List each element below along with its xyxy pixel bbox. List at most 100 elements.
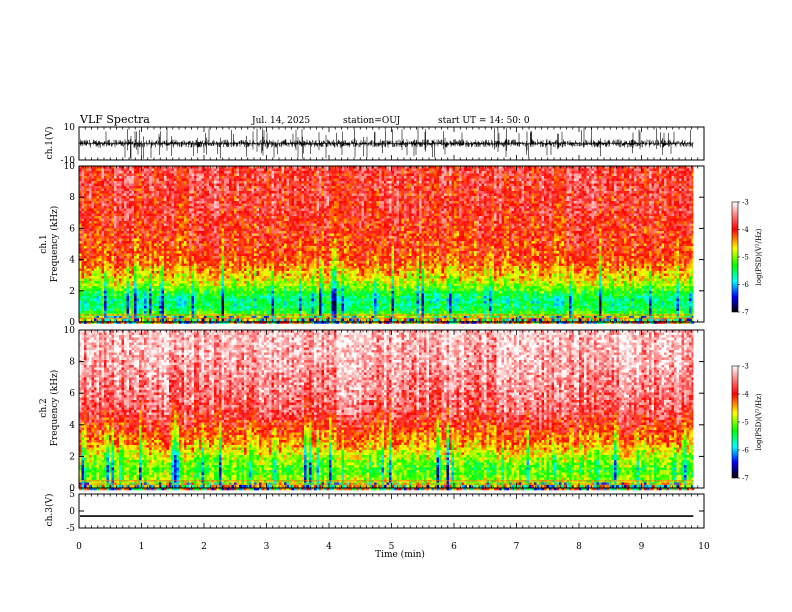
spectrogram-cell bbox=[194, 179, 197, 182]
spectrogram-cell bbox=[184, 236, 187, 239]
spectrogram-cell bbox=[174, 319, 177, 322]
spectrogram-cell bbox=[129, 179, 132, 182]
spectrogram-cell bbox=[87, 226, 90, 229]
spectrogram-cell bbox=[109, 196, 112, 199]
spectrogram-cell bbox=[162, 304, 165, 307]
spectrogram-cell bbox=[94, 231, 97, 234]
spectrogram-cell bbox=[99, 204, 102, 207]
spectrogram-cell bbox=[119, 269, 122, 272]
spectrogram-cell bbox=[154, 206, 157, 209]
spectrogram-cell bbox=[137, 246, 140, 249]
spectrogram-cell bbox=[102, 184, 105, 187]
spectrogram-cell bbox=[189, 224, 192, 227]
spectrogram-cell bbox=[164, 186, 167, 189]
spectrogram-cell bbox=[159, 199, 162, 202]
spectrogram-cell bbox=[202, 209, 205, 212]
spectrogram-cell bbox=[122, 296, 125, 299]
spectrogram-cell bbox=[194, 296, 197, 299]
spectrogram-cell bbox=[134, 199, 137, 202]
spectrogram-cell bbox=[157, 234, 160, 237]
spectrogram-cell bbox=[192, 239, 195, 242]
spectrogram-cell bbox=[82, 296, 85, 299]
spectrogram-cell bbox=[169, 281, 172, 284]
spectrogram-cell bbox=[127, 236, 130, 239]
spectrogram-cell bbox=[184, 239, 187, 242]
spectrogram-cell bbox=[184, 229, 187, 232]
spectrogram-cell bbox=[202, 229, 205, 232]
spectrogram-cell bbox=[199, 264, 202, 267]
spectrogram-cell bbox=[154, 311, 157, 314]
spectrogram-cell bbox=[182, 199, 185, 202]
spectrogram-cell bbox=[164, 189, 167, 192]
spectrogram-cell bbox=[159, 214, 162, 217]
spectrogram-cell bbox=[142, 294, 145, 297]
spectrogram-cell bbox=[114, 191, 117, 194]
spectrogram-cell bbox=[159, 304, 162, 307]
spectrogram-cell bbox=[179, 259, 182, 262]
spectrogram-cell bbox=[129, 301, 132, 304]
spectrogram-cell bbox=[204, 219, 207, 222]
spectrogram-cell bbox=[157, 284, 160, 287]
spectrogram-cell bbox=[104, 301, 107, 304]
spectrogram-cell bbox=[167, 259, 170, 262]
spectrogram-cell bbox=[104, 204, 107, 207]
spectrogram-cell bbox=[102, 231, 105, 234]
spectrogram-cell bbox=[159, 281, 162, 284]
spectrogram-cell bbox=[184, 264, 187, 267]
spectrogram-cell bbox=[107, 286, 110, 289]
spectrogram-cell bbox=[157, 301, 160, 304]
spectrogram-cell bbox=[204, 229, 207, 232]
spectrogram-cell bbox=[119, 309, 122, 312]
spectrogram-cell bbox=[202, 224, 205, 227]
spectrogram-cell bbox=[97, 299, 100, 302]
spectrogram-cell bbox=[117, 276, 120, 279]
spectrogram-cell bbox=[104, 239, 107, 242]
spectrogram-cell bbox=[112, 306, 115, 309]
spectrogram-cell bbox=[159, 289, 162, 292]
spectrogram-cell bbox=[112, 179, 115, 182]
spectrogram-cell bbox=[177, 291, 180, 294]
spectrogram-cell bbox=[184, 214, 187, 217]
spectrogram-cell bbox=[167, 309, 170, 312]
spectrogram-cell bbox=[119, 211, 122, 214]
spectrogram-cell bbox=[109, 301, 112, 304]
spectrogram-cell bbox=[152, 266, 155, 269]
spectrogram-cell bbox=[104, 269, 107, 272]
spectrogram-cell bbox=[152, 294, 155, 297]
spectrogram-cell bbox=[154, 199, 157, 202]
spectrogram-cell bbox=[109, 231, 112, 234]
spectrogram-cell bbox=[192, 226, 195, 229]
spectrogram-cell bbox=[152, 201, 155, 204]
spectrogram-cell bbox=[154, 181, 157, 184]
spectrogram-cell bbox=[142, 194, 145, 197]
spectrogram-cell bbox=[199, 169, 202, 172]
spectrogram-cell bbox=[164, 306, 167, 309]
spectrogram-cell bbox=[172, 189, 175, 192]
spectrogram-cell bbox=[97, 191, 100, 194]
spectrogram-cell bbox=[172, 306, 175, 309]
spectrogram-cell bbox=[117, 169, 120, 172]
spectrogram-cell bbox=[109, 226, 112, 229]
spectrogram-cell bbox=[162, 279, 165, 282]
spectrogram-cell bbox=[147, 294, 150, 297]
spectrogram-cell bbox=[134, 241, 137, 244]
spectrogram-cell bbox=[117, 214, 120, 217]
spectrogram-cell bbox=[162, 181, 165, 184]
spectrogram-cell bbox=[82, 274, 85, 277]
spectrogram-cell bbox=[99, 251, 102, 254]
spectrogram-cell bbox=[117, 294, 120, 297]
spectrogram-cell bbox=[87, 214, 90, 217]
spectrogram-cell bbox=[147, 291, 150, 294]
spectrogram-cell bbox=[167, 234, 170, 237]
spectrogram-cell bbox=[112, 254, 115, 257]
spectrogram-cell bbox=[187, 186, 190, 189]
spectrogram-cell bbox=[194, 299, 197, 302]
spectrogram-cell bbox=[94, 261, 97, 264]
spectrogram-cell bbox=[134, 226, 137, 229]
spectrogram-cell bbox=[127, 241, 130, 244]
spectrogram-cell bbox=[94, 244, 97, 247]
spectrogram-cell bbox=[122, 261, 125, 264]
spectrogram-cell bbox=[177, 309, 180, 312]
spectrogram-cell bbox=[107, 264, 110, 267]
spectrogram-cell bbox=[102, 256, 105, 259]
